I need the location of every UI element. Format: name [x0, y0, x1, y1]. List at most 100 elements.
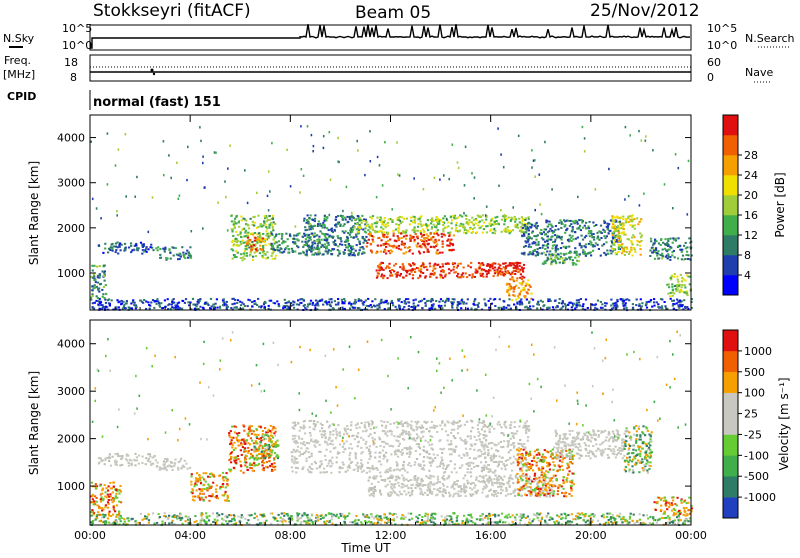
heatmap-cell — [445, 468, 447, 470]
heatmap-cell — [528, 302, 530, 304]
heatmap-cell — [517, 268, 519, 270]
heatmap-cell — [455, 224, 457, 226]
heatmap-cell — [205, 496, 207, 498]
heatmap-cell — [149, 308, 151, 310]
heatmap-cell — [190, 257, 192, 259]
heatmap-speckle — [204, 186, 206, 188]
heatmap-speckle — [531, 149, 533, 151]
heatmap-cell — [666, 284, 668, 286]
heatmap-cell — [265, 224, 267, 226]
heatmap-cell — [492, 267, 494, 269]
heatmap-cell — [385, 267, 387, 269]
heatmap-cell — [217, 497, 219, 499]
heatmap-cell — [423, 243, 425, 245]
heatmap-cell — [379, 445, 381, 447]
heatmap-cell — [321, 424, 323, 426]
heatmap-cell — [308, 247, 310, 249]
heatmap-cell — [632, 307, 634, 309]
heatmap-cell — [457, 301, 459, 303]
heatmap-cell — [521, 267, 523, 269]
heatmap-cell — [358, 307, 360, 309]
heatmap-cell — [396, 426, 398, 428]
heatmap-cell — [376, 217, 378, 219]
heatmap-cell — [93, 265, 95, 267]
heatmap-cell — [370, 225, 372, 227]
heatmap-cell — [285, 302, 287, 304]
heatmap-cell — [660, 238, 662, 240]
heatmap-cell — [474, 443, 476, 445]
heatmap-cell — [649, 250, 651, 252]
heatmap-cell — [510, 444, 512, 446]
heatmap-cell — [493, 275, 495, 277]
heatmap-cell — [237, 435, 239, 437]
heatmap-cell — [310, 420, 312, 422]
heatmap-cell — [238, 444, 240, 446]
heatmap-cell — [371, 235, 373, 237]
heatmap-cell — [120, 249, 122, 251]
heatmap-cell — [257, 238, 259, 240]
heatmap-cell — [578, 260, 580, 262]
heatmap-speckle — [500, 153, 502, 155]
heatmap-cell — [509, 458, 511, 460]
heatmap-cell — [247, 442, 249, 444]
heatmap-cell — [337, 255, 339, 257]
heatmap-cell — [460, 307, 462, 309]
heatmap-cell — [99, 275, 101, 277]
heatmap-cell — [234, 254, 236, 256]
heatmap-cell — [350, 443, 352, 445]
heatmap-cell — [360, 459, 362, 461]
heatmap-cell — [419, 220, 421, 222]
heatmap-cell — [268, 243, 270, 245]
heatmap-cell — [368, 458, 370, 460]
heatmap-cell — [173, 255, 175, 257]
heatmap-cell — [259, 245, 261, 247]
heatmap-cell — [452, 269, 454, 271]
heatmap-cell — [300, 442, 302, 444]
heatmap-cell — [613, 248, 615, 250]
heatmap-cell — [393, 245, 395, 247]
heatmap-cell — [284, 241, 286, 243]
heatmap-cell — [626, 307, 628, 309]
heatmap-speckle — [186, 179, 188, 181]
heatmap-cell — [405, 298, 407, 300]
heatmap-speckle — [202, 156, 204, 158]
heatmap-cell — [351, 231, 353, 233]
heatmap-cell — [112, 456, 114, 458]
heatmap-cell — [461, 216, 463, 218]
heatmap-speckle — [356, 140, 358, 142]
heatmap-cell — [667, 238, 669, 240]
heatmap-cell — [181, 308, 183, 310]
heatmap-cell — [658, 243, 660, 245]
heatmap-cell — [365, 441, 367, 443]
heatmap-cell — [459, 437, 461, 439]
heatmap-cell — [507, 270, 509, 272]
heatmap-cell — [113, 246, 115, 248]
heatmap-cell — [648, 301, 650, 303]
heatmap-speckle — [346, 186, 348, 188]
heatmap-cell — [631, 217, 633, 219]
heatmap-cell — [597, 300, 599, 302]
heatmap-cell — [271, 452, 273, 454]
heatmap-cell — [654, 258, 656, 260]
heatmap-cell — [622, 216, 624, 218]
heatmap-speckle — [125, 133, 127, 135]
heatmap-speckle — [152, 196, 154, 198]
heatmap-cell — [428, 239, 430, 241]
heatmap-cell — [169, 252, 171, 254]
heatmap-cell — [326, 247, 328, 249]
heatmap-cell — [309, 466, 311, 468]
heatmap-cell — [436, 243, 438, 245]
heatmap-cell — [111, 243, 113, 245]
heatmap-speckle — [115, 164, 117, 166]
heatmap-speckle — [125, 195, 127, 197]
heatmap-cell — [324, 235, 326, 237]
heatmap-cell — [401, 237, 403, 239]
heatmap-cell — [480, 216, 482, 218]
heatmap-cell — [433, 233, 435, 235]
heatmap-cell — [509, 232, 511, 234]
heatmap-cell — [450, 432, 452, 434]
heatmap-cell — [302, 453, 304, 455]
heatmap-cell — [345, 219, 347, 221]
heatmap-cell — [604, 305, 606, 307]
heatmap-cell — [532, 253, 534, 255]
